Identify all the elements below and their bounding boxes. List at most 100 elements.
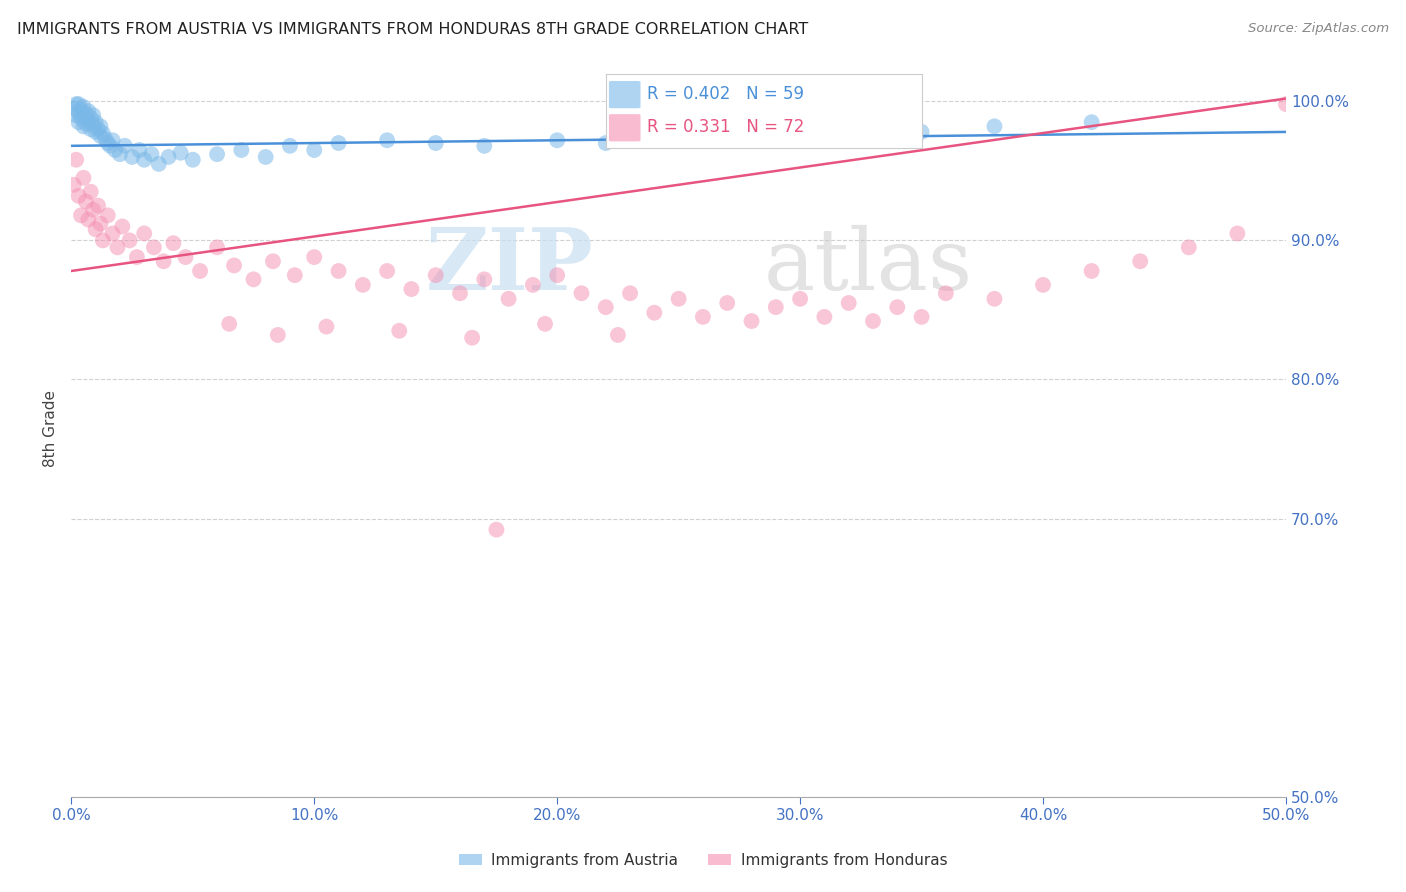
Point: [62, 101, 84, 115]
Point: [546, 268, 568, 282]
Point: [813, 310, 835, 324]
Point: [765, 300, 787, 314]
Point: [152, 254, 174, 268]
Point: [77, 113, 100, 128]
Point: [205, 240, 228, 254]
Point: [668, 292, 690, 306]
Point: [97, 208, 120, 222]
Point: [134, 153, 156, 167]
Point: [188, 264, 211, 278]
Point: [886, 300, 908, 314]
Point: [522, 277, 544, 292]
Point: [80, 185, 103, 199]
Point: [304, 250, 326, 264]
Point: [89, 129, 111, 144]
Point: [70, 103, 93, 117]
Point: [67, 105, 90, 120]
Point: [84, 115, 107, 129]
Point: [401, 282, 423, 296]
Point: [267, 328, 290, 343]
Point: [70, 111, 93, 125]
Point: [1129, 254, 1152, 268]
Point: [571, 286, 593, 301]
Point: [101, 227, 124, 241]
Point: [121, 150, 143, 164]
Point: [1080, 115, 1102, 129]
Point: [388, 324, 411, 338]
Point: [94, 132, 117, 146]
Point: [838, 296, 860, 310]
Point: [741, 125, 763, 139]
Point: [1080, 264, 1102, 278]
Point: [65, 108, 87, 122]
Point: [449, 286, 471, 301]
Point: [692, 133, 714, 147]
Point: [80, 111, 103, 125]
Point: [595, 300, 617, 314]
Point: [162, 236, 184, 251]
Point: [643, 306, 665, 320]
Point: [87, 122, 110, 136]
Text: atlas: atlas: [763, 225, 973, 308]
Point: [262, 254, 284, 268]
Point: [75, 117, 97, 131]
Point: [67, 115, 90, 129]
Point: [82, 108, 104, 122]
Point: [910, 125, 932, 139]
Point: [75, 194, 97, 209]
Point: [82, 118, 104, 132]
Point: [205, 147, 228, 161]
Point: [546, 133, 568, 147]
Point: [174, 250, 197, 264]
Point: [284, 268, 307, 282]
Point: [141, 147, 163, 161]
Point: [1226, 227, 1249, 241]
Point: [181, 153, 204, 167]
Point: [169, 145, 191, 160]
Point: [84, 125, 107, 139]
Y-axis label: 8th Grade: 8th Grade: [44, 390, 58, 467]
Point: [128, 143, 150, 157]
Point: [352, 277, 374, 292]
Point: [862, 314, 884, 328]
Point: [91, 233, 114, 247]
Point: [328, 264, 350, 278]
Point: [91, 126, 114, 140]
Point: [118, 233, 141, 247]
Point: [619, 286, 641, 301]
Point: [643, 129, 665, 144]
Point: [935, 286, 957, 301]
Point: [107, 240, 129, 254]
Text: ZIP: ZIP: [426, 224, 593, 308]
Point: [62, 178, 84, 192]
Point: [983, 120, 1005, 134]
Point: [72, 120, 94, 134]
Legend: Immigrants from Austria, Immigrants from Honduras: Immigrants from Austria, Immigrants from…: [453, 847, 953, 873]
Point: [375, 264, 398, 278]
Point: [595, 136, 617, 150]
Point: [498, 292, 520, 306]
Point: [983, 292, 1005, 306]
Point: [67, 189, 90, 203]
Point: [134, 227, 156, 241]
Point: [328, 136, 350, 150]
Point: [89, 217, 111, 231]
Point: [89, 120, 111, 134]
Point: [789, 129, 811, 144]
Point: [222, 259, 245, 273]
Point: [910, 310, 932, 324]
Point: [82, 202, 104, 217]
Point: [65, 97, 87, 112]
Point: [101, 133, 124, 147]
Point: [425, 136, 447, 150]
Point: [72, 108, 94, 122]
Point: [75, 107, 97, 121]
Point: [304, 143, 326, 157]
Point: [98, 138, 121, 153]
Point: [375, 133, 398, 147]
Point: [111, 219, 134, 234]
Point: [461, 331, 484, 345]
Point: [157, 150, 180, 164]
Point: [606, 328, 628, 343]
Point: [125, 250, 148, 264]
